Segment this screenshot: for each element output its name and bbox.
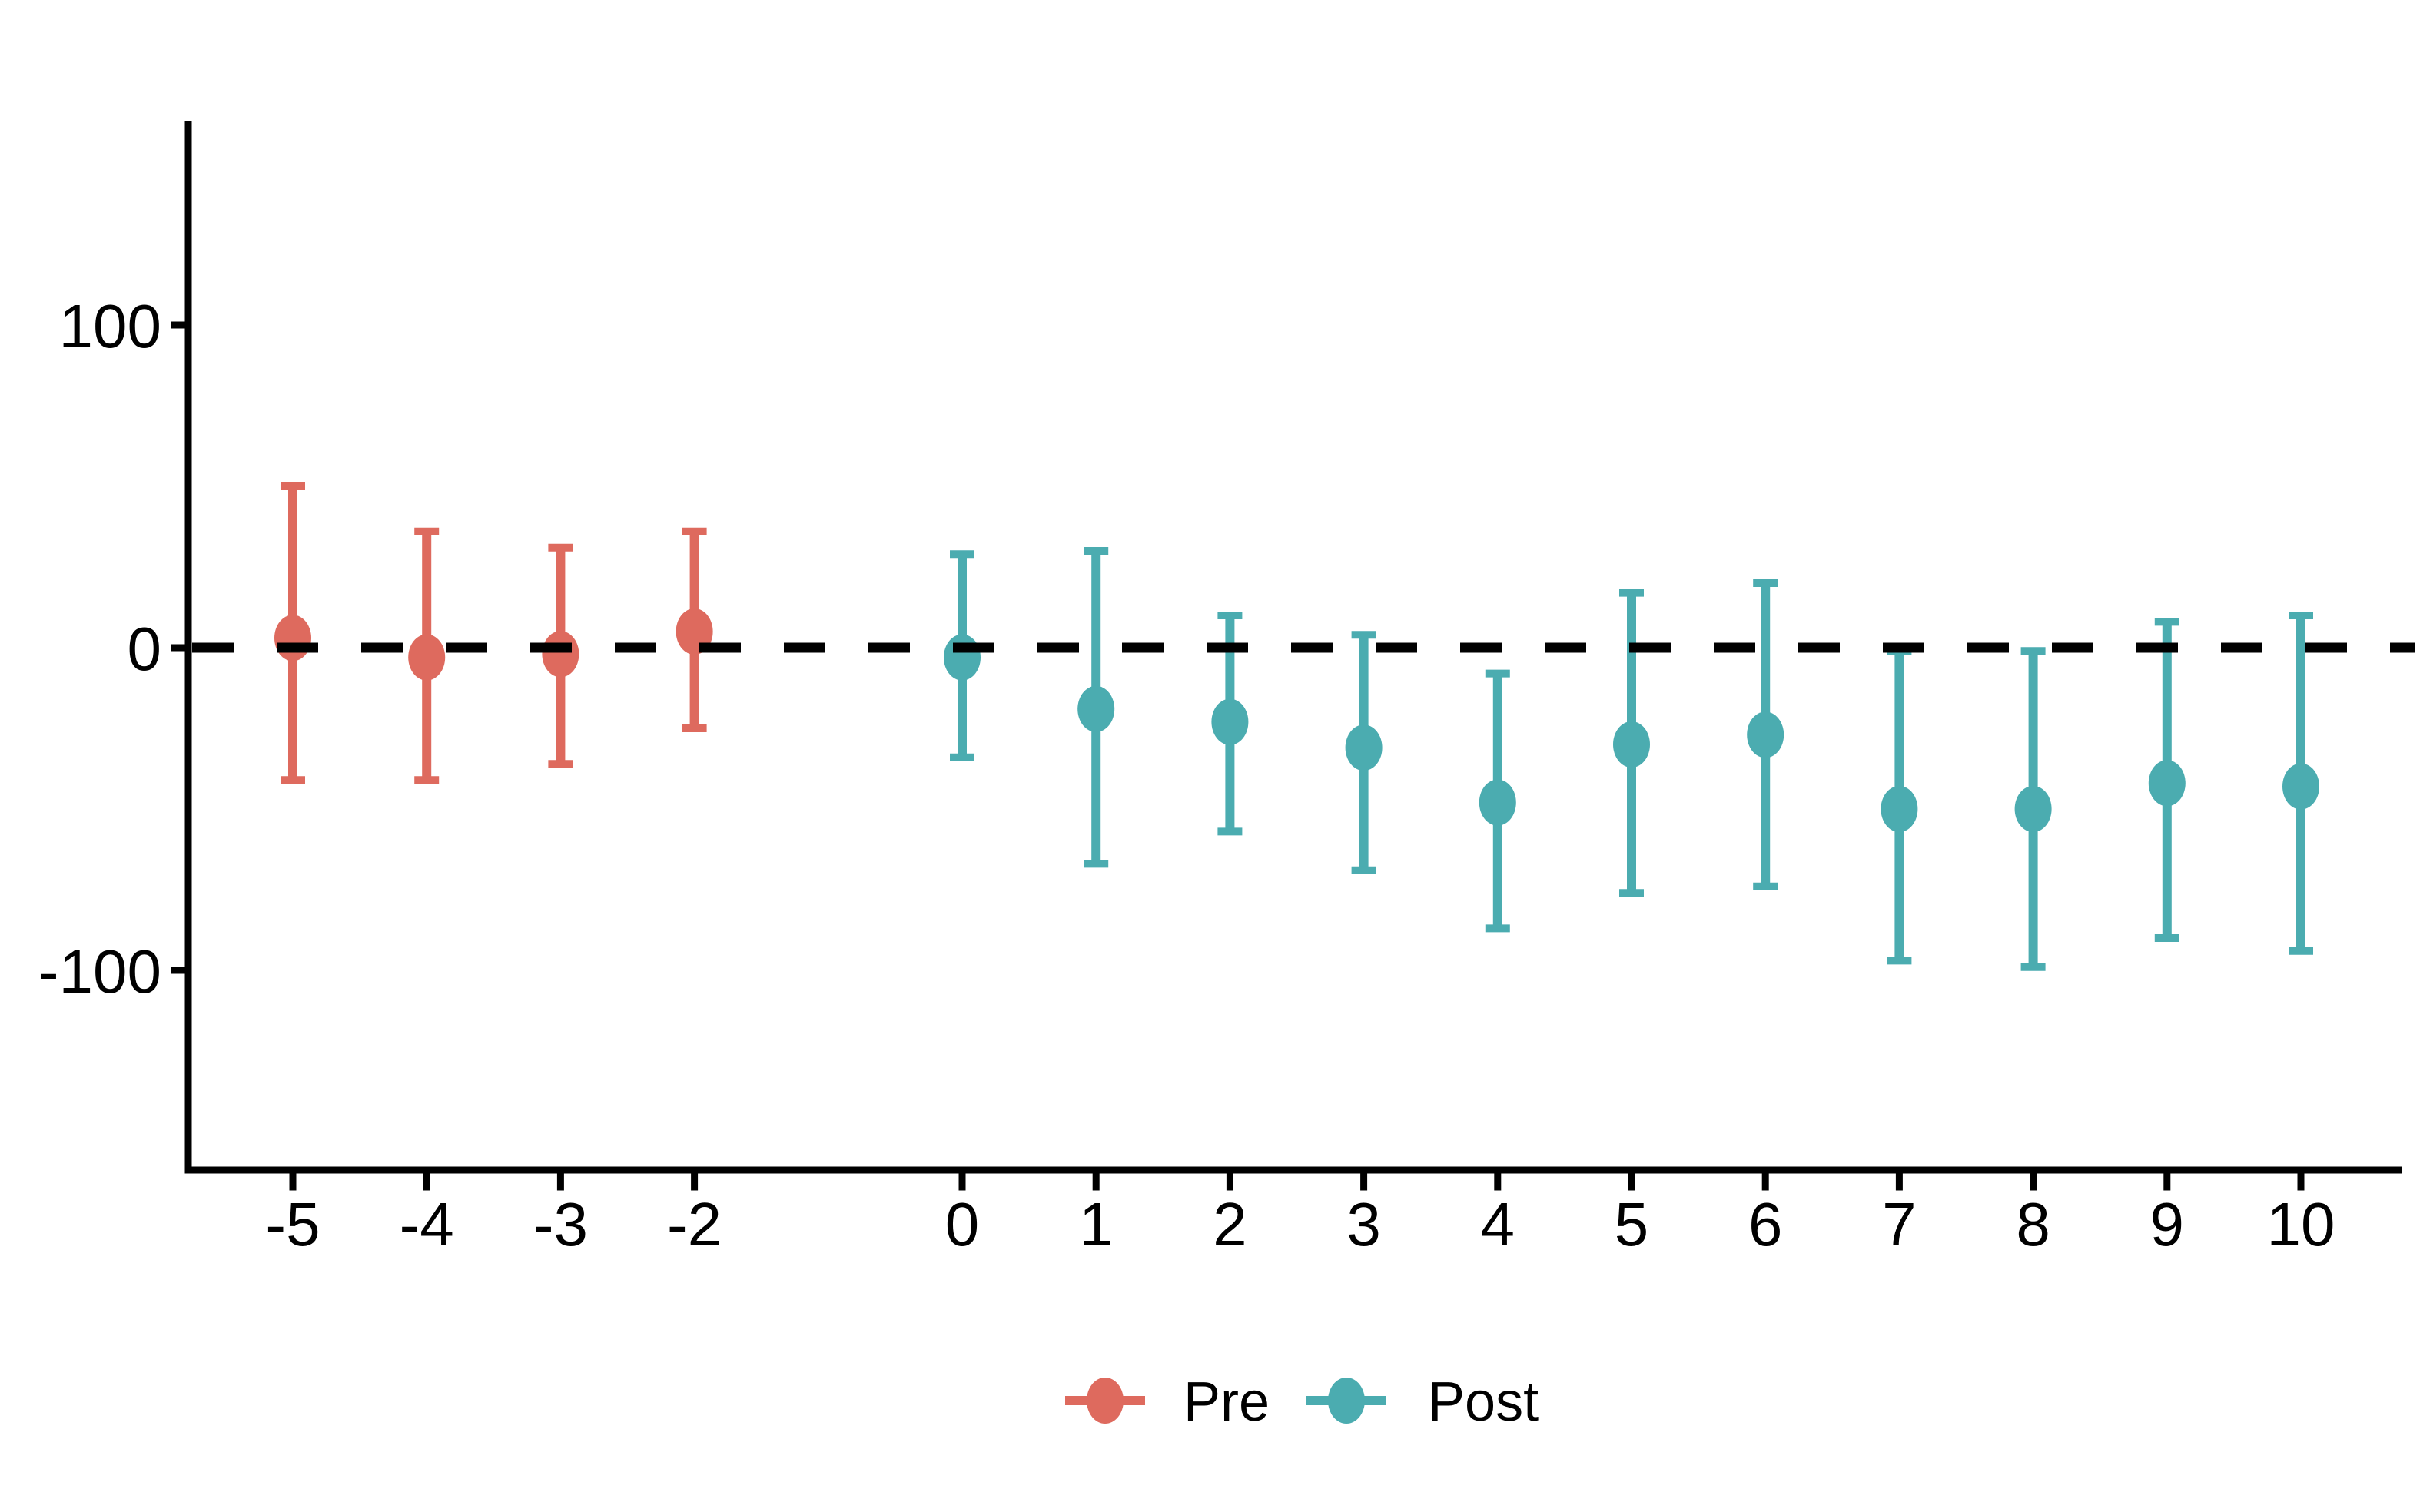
post-point-marker (1211, 698, 1249, 745)
post-point-marker (1479, 779, 1516, 826)
legend-key-marker-pre (1087, 1378, 1124, 1424)
legend-label-post: Post (1428, 1371, 1539, 1433)
x-tick-label-5: 5 (1615, 1190, 1649, 1258)
x-tick-label-9: 9 (2150, 1190, 2185, 1258)
y-tick-label-0: 0 (128, 615, 162, 683)
x-tick-label-1: 1 (1079, 1190, 1114, 1258)
x-tick-label-7: 7 (1882, 1190, 1917, 1258)
post-point-marker (1077, 685, 1115, 732)
series-post (944, 547, 2319, 971)
pre-point-marker (408, 634, 446, 681)
x-tick-label-8: 8 (2016, 1190, 2050, 1258)
legend-item-pre: Pre (1065, 1371, 1270, 1433)
post-errorbar-x5 (1613, 589, 1650, 897)
post-errorbar-x0 (944, 550, 981, 761)
post-errorbar-x9 (2148, 618, 2186, 942)
x-tick-label-0: 0 (945, 1190, 980, 1258)
x-tick-label-3: 3 (1346, 1190, 1381, 1258)
y-tick-label-100: 100 (59, 292, 161, 360)
post-point-marker (944, 634, 981, 681)
post-errorbar-x1 (1077, 547, 1115, 868)
post-errorbar-x7 (1881, 647, 1918, 965)
x-tick-label-4: 4 (1481, 1190, 1515, 1258)
post-errorbar-x10 (2282, 612, 2319, 955)
post-point-marker (2148, 760, 2186, 807)
x-tick-label-10: 10 (2267, 1190, 2335, 1258)
post-point-marker (1345, 724, 1383, 771)
post-point-marker (1747, 711, 1784, 758)
post-errorbar-x4 (1479, 669, 1516, 933)
post-point-marker (2014, 786, 2052, 832)
x-tick-label--4: -4 (400, 1190, 454, 1258)
pre-errorbar-x-2 (676, 527, 713, 732)
x-tick-label--2: -2 (667, 1190, 722, 1258)
legend: Pre Post (1065, 1371, 1539, 1433)
pre-errorbar-x-5 (274, 482, 311, 784)
pre-errorbar-x-3 (542, 543, 579, 768)
post-point-marker (1613, 721, 1650, 768)
series-pre (274, 482, 713, 784)
legend-item-post: Post (1306, 1371, 1539, 1433)
x-tick-label--3: -3 (533, 1190, 588, 1258)
legend-label-pre: Pre (1183, 1371, 1270, 1433)
pre-point-marker (542, 631, 579, 678)
legend-key-marker-post (1328, 1378, 1365, 1424)
pre-point-marker (274, 615, 311, 662)
post-errorbar-x8 (2014, 647, 2052, 971)
post-point-marker (2282, 763, 2319, 810)
x-tick-label-6: 6 (1748, 1190, 1783, 1258)
post-errorbar-x3 (1345, 631, 1383, 874)
pre-errorbar-x-4 (408, 527, 446, 784)
post-point-marker (1881, 786, 1918, 832)
y-tick-label--100: -100 (38, 937, 161, 1006)
x-tick-label-2: 2 (1213, 1190, 1247, 1258)
post-errorbar-x6 (1747, 579, 1784, 890)
x-tick-label--5: -5 (265, 1190, 320, 1258)
